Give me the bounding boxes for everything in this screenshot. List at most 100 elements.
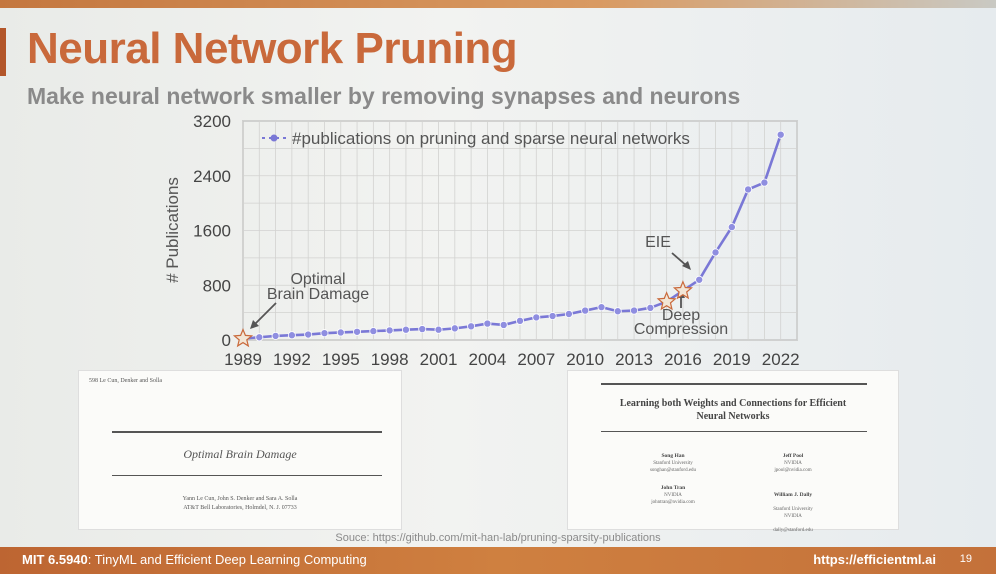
eie-arrowhead: [682, 261, 691, 270]
highlight-star: [672, 280, 694, 300]
author-name: John Tran: [660, 485, 686, 491]
y-tick-label: 0: [222, 331, 231, 350]
annotation-optimal-brain-damage: Optimal Brain Damage: [250, 271, 369, 329]
paper-author: Jeff Pool NVIDIA jpool@nvidia.com: [738, 453, 848, 474]
data-point: [369, 327, 378, 336]
data-point: [711, 248, 720, 257]
data-point: [450, 324, 459, 333]
data-point: [516, 316, 525, 325]
data-point: [287, 331, 296, 340]
x-tick-label: 2019: [713, 350, 751, 369]
x-tick-label: 1992: [273, 350, 311, 369]
x-tick-label: 1989: [224, 350, 262, 369]
author-affiliation: Stanford University NVIDIA: [773, 507, 813, 519]
data-point: [467, 322, 476, 331]
author-name: William J. Dally: [773, 492, 813, 498]
eie-label: EIE: [645, 234, 671, 251]
chart-grid: [242, 120, 798, 341]
data-point: [499, 320, 508, 329]
data-point: [776, 130, 785, 139]
data-point: [271, 331, 280, 340]
footer-course: MIT 6.5940: TinyML and Efficient Deep Le…: [22, 552, 367, 567]
data-point: [336, 328, 345, 337]
footer-url: https://efficientml.ai: [813, 552, 936, 567]
data-point: [401, 325, 410, 334]
chart-points: [238, 130, 785, 343]
data-point: [727, 223, 736, 232]
top-accent-strip: [0, 0, 996, 8]
paper-learning-weights-connections: Learning both Weights and Connections fo…: [567, 370, 899, 533]
x-tick-label: 2007: [517, 350, 555, 369]
legend-label: #publications on pruning and sparse neur…: [292, 129, 690, 148]
paper-title-line1: Learning both Weights and Connections fo…: [619, 398, 847, 409]
annotation-eie: EIE: [645, 234, 691, 270]
paper-optimal-brain-damage: 598 Le Cun, Denker and Solla Optimal Bra…: [78, 370, 402, 530]
y-tick-label: 2400: [193, 167, 231, 186]
data-point: [597, 303, 606, 312]
course-code: MIT 6.5940: [22, 552, 88, 567]
data-point: [483, 319, 492, 328]
footer-bar: MIT 6.5940: TinyML and Efficient Deep Le…: [0, 547, 996, 574]
data-point: [695, 275, 704, 284]
y-axis-title: # Publications: [163, 177, 182, 283]
highlight-star: [232, 328, 254, 348]
y-tick-label: 1600: [193, 222, 231, 241]
chart-ticks: 0 800 1600 2400 3200 1989 1992 1995 1998 2001 2004…: [193, 112, 799, 369]
obd-arrowhead: [250, 320, 259, 329]
author-name: Jeff Pool: [782, 453, 804, 459]
data-point: [532, 313, 541, 322]
author-name: Song Han: [661, 453, 685, 459]
paper-title-line2: Neural Networks: [696, 411, 770, 422]
data-point: [646, 303, 655, 312]
paper-affiliation: AT&T Bell Laboratories, Holmdel, N. J. 0…: [183, 505, 297, 511]
slide-title: Neural Network Pruning: [27, 24, 518, 73]
x-tick-label: 2010: [566, 350, 604, 369]
data-point: [434, 325, 443, 334]
data-point: [353, 327, 362, 336]
data-point: [564, 309, 573, 318]
paper-title: Learning both Weights and Connections fo…: [568, 397, 898, 423]
y-tick-label: 3200: [193, 112, 231, 131]
paper-author: John Tran NVIDIA johntran@nvidia.com: [618, 485, 728, 506]
data-point: [581, 306, 590, 315]
y-tick-label: 800: [203, 276, 231, 295]
title-accent-bar: [0, 28, 6, 76]
author-email: dally@stanford.edu: [773, 528, 813, 533]
author-email: songhan@stanford.edu: [649, 468, 697, 473]
x-tick-label: 2016: [664, 350, 702, 369]
data-point: [418, 325, 427, 334]
author-affiliation: Stanford University: [653, 461, 693, 466]
author-affiliation: NVIDIA: [784, 461, 802, 466]
paper-rule-top: [601, 383, 867, 385]
paper-title: Optimal Brain Damage: [183, 447, 297, 461]
author-email: johntran@nvidia.com: [651, 500, 695, 505]
paper-author: Song Han Stanford University songhan@sta…: [618, 453, 728, 474]
series-line: [242, 134, 782, 340]
obd-label-line2: Brain Damage: [267, 286, 369, 303]
author-affiliation: NVIDIA: [664, 493, 682, 498]
data-point: [255, 333, 264, 342]
paper-rule-bottom: [112, 475, 382, 476]
data-point: [548, 312, 557, 321]
x-tick-label: 2013: [615, 350, 653, 369]
x-tick-label: 1998: [371, 350, 409, 369]
data-point: [320, 329, 329, 338]
data-point: [760, 178, 769, 187]
paper-header: 598 Le Cun, Denker and Solla: [89, 378, 162, 384]
x-tick-label: 1995: [322, 350, 360, 369]
chart-highlight-stars: [232, 280, 694, 348]
paper-rule-top: [112, 431, 382, 433]
x-tick-label: 2001: [420, 350, 458, 369]
source-citation: Souce: https://github.com/mit-han-lab/pr…: [335, 532, 661, 544]
course-name: : TinyML and Efficient Deep Learning Com…: [87, 552, 367, 567]
data-point: [304, 330, 313, 339]
paper-rule-bottom: [601, 431, 867, 432]
dc-label-line1: Deep: [662, 307, 700, 324]
obd-label-line1: Optimal: [290, 271, 345, 288]
author-email: jpool@nvidia.com: [774, 468, 812, 473]
x-tick-label: 2004: [468, 350, 506, 369]
chart-series: [242, 134, 782, 340]
annotation-deep-compression: Deep Compression: [634, 290, 728, 338]
paper-author: William J. Dally Stanford University NVI…: [738, 485, 848, 534]
